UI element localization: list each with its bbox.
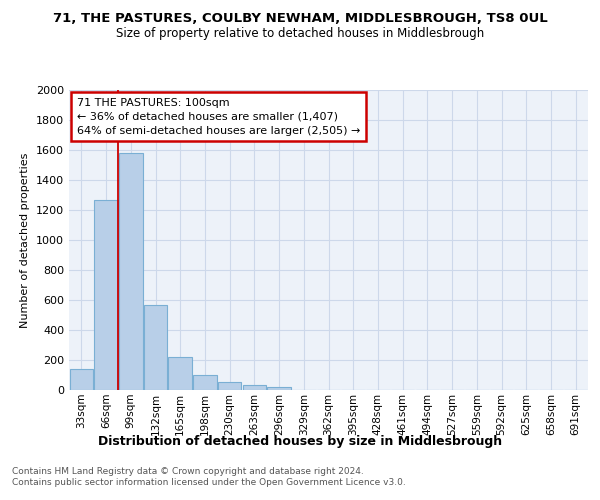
Text: Distribution of detached houses by size in Middlesbrough: Distribution of detached houses by size … (98, 435, 502, 448)
Text: Contains HM Land Registry data © Crown copyright and database right 2024.
Contai: Contains HM Land Registry data © Crown c… (12, 468, 406, 487)
Bar (218, 382, 241, 390)
Y-axis label: Number of detached properties: Number of detached properties (20, 152, 31, 328)
Bar (268, 388, 291, 390)
Bar (169, 357, 192, 390)
Bar (144, 304, 167, 390)
Text: 71, THE PASTURES, COULBY NEWHAM, MIDDLESBROUGH, TS8 0UL: 71, THE PASTURES, COULBY NEWHAM, MIDDLES… (53, 12, 547, 26)
Text: Size of property relative to detached houses in Middlesbrough: Size of property relative to detached ho… (116, 28, 484, 40)
Bar (119, 153, 143, 390)
Bar (70, 369, 93, 390)
Bar (193, 376, 217, 390)
Text: 71 THE PASTURES: 100sqm
← 36% of detached houses are smaller (1,407)
64% of semi: 71 THE PASTURES: 100sqm ← 36% of detache… (77, 98, 360, 136)
Bar (242, 385, 266, 390)
Bar (94, 200, 118, 390)
